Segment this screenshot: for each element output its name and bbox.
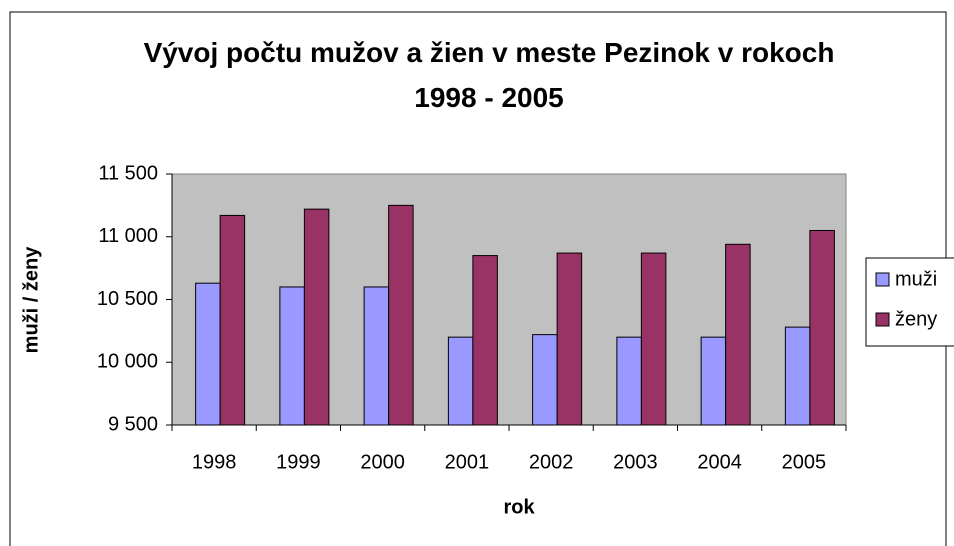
bar: [784, 326, 811, 426]
legend-label: muži: [895, 268, 937, 290]
legend-label: ženy: [895, 308, 937, 330]
bar: [219, 214, 246, 426]
x-tick-label: 2003: [613, 451, 658, 473]
bar: [809, 229, 835, 426]
bar: [532, 334, 558, 426]
bar: [303, 208, 330, 426]
bar: [363, 286, 390, 426]
x-tick-label: 2001: [445, 451, 490, 473]
bar: [447, 336, 474, 426]
x-tick-label: 2002: [529, 451, 574, 473]
chart-title: Vývoj počtu mužov a žien v meste Pezinok…: [143, 37, 835, 113]
bar: [700, 336, 727, 426]
bar: [279, 286, 305, 426]
x-tick-label: 2005: [782, 451, 827, 473]
legend-swatch: [875, 312, 890, 327]
x-tick-label: 2004: [697, 451, 742, 473]
bar: [388, 204, 414, 426]
x-tick-label: 1998: [192, 451, 237, 473]
bar: [556, 252, 583, 426]
legend-swatch: [875, 272, 890, 287]
bar: [472, 255, 498, 426]
y-axis-title: muži / ženy: [20, 246, 42, 354]
bar: [640, 252, 667, 426]
x-axis-title: rok: [503, 496, 535, 518]
y-tick-label: 10 500: [97, 288, 158, 310]
bar: [616, 336, 642, 426]
x-tick-label: 2000: [360, 451, 405, 473]
y-tick-label: 9 500: [108, 413, 158, 435]
y-tick-label: 11 000: [98, 225, 158, 247]
bar: [195, 282, 221, 426]
y-tick-label: 11 500: [98, 162, 158, 184]
y-tick-label: 10 000: [97, 351, 158, 373]
x-tick-label: 1999: [276, 451, 321, 473]
bar: [725, 243, 751, 426]
